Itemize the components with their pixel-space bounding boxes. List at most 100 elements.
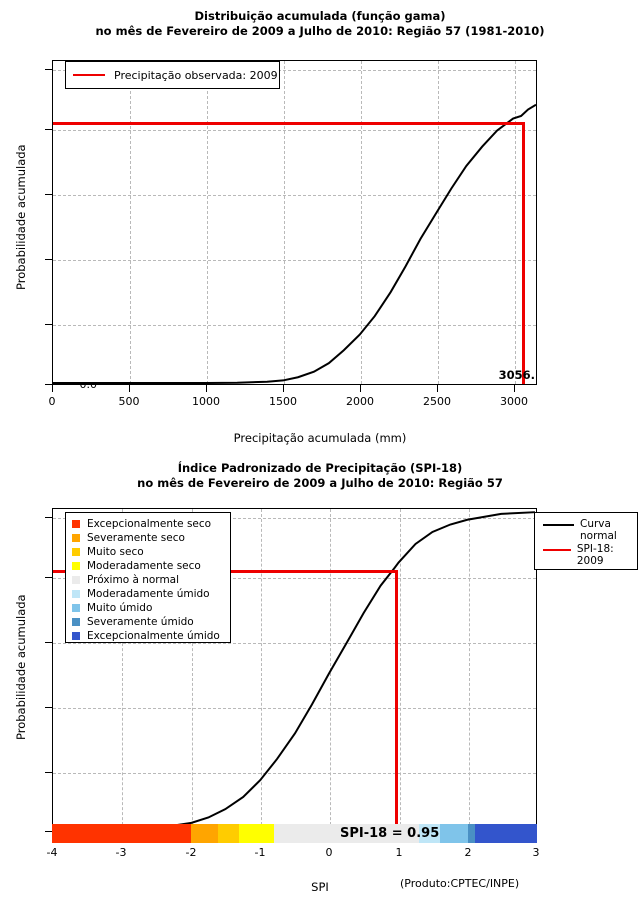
legend-entry-spi-2009: SPI-18: 2009 — [540, 543, 637, 567]
panel1-xtickmark — [52, 385, 53, 392]
band-proximo-a-normal — [273, 824, 420, 843]
panel1-xtickmark — [206, 385, 207, 392]
gridline-horizontal — [53, 578, 536, 579]
gridline-horizontal — [53, 708, 536, 709]
panel2-xtick-2: 2 — [464, 846, 472, 859]
panel2-title: Índice Padronizado de Precipitação (SPI-… — [0, 450, 640, 491]
panel1-xtick-1000: 1000 — [192, 395, 220, 408]
legend-item-muito-umido: Muito úmido — [72, 601, 230, 615]
band-excepcionalmente-umido — [474, 824, 537, 843]
color-swatch-icon — [72, 604, 80, 612]
gridline-horizontal — [53, 130, 536, 131]
color-swatch-icon — [72, 590, 80, 598]
panel2-xtick--3: -3 — [115, 846, 127, 859]
gridline-horizontal — [53, 518, 536, 519]
panel1-observed-hline — [53, 122, 524, 125]
gamma-cdf-curve — [53, 103, 536, 384]
band-severamente-umido — [467, 824, 475, 843]
legend-item-excepcionalmente-umido: Excepcionalmente úmido — [72, 629, 230, 643]
color-swatch-icon — [72, 520, 80, 528]
legend-label-line2: normal — [580, 530, 617, 542]
panel2-title-line2: no mês de Fevereiro de 2009 a Julho de 2… — [137, 476, 503, 490]
panel1-ytickmark — [45, 129, 52, 130]
legend-entry-observed: Precipitação observada: 2009 — [66, 62, 279, 88]
gridline-vertical — [122, 509, 123, 835]
band-moderadamente-seco — [239, 824, 274, 843]
legend-label: Precipitação observada: 2009 — [114, 68, 278, 82]
gridline-vertical — [361, 61, 362, 384]
panel2-xtick--2: -2 — [185, 846, 197, 859]
red-line-icon — [73, 74, 105, 76]
legend-label: Severamente úmido — [87, 616, 194, 628]
panel1-observed-value-label: 3056. — [498, 368, 535, 382]
panel1-ytickmark — [45, 259, 52, 260]
legend-label-line1: Curva — [580, 518, 611, 530]
color-swatch-icon — [72, 576, 80, 584]
panel2-y-axis-title: Probabilidade acumulada — [14, 594, 28, 740]
gridline-vertical — [469, 509, 470, 835]
legend-item-moderadamente-umido: Moderadamente úmido — [72, 587, 230, 601]
panel2-xtick-1: 1 — [395, 846, 403, 859]
panel1-plot-area: 3056. — [52, 60, 537, 385]
panel1-xtickmark — [283, 385, 284, 392]
gridline-vertical — [192, 509, 193, 835]
panel2-xtick-0: 0 — [325, 846, 333, 859]
color-swatch-icon — [72, 534, 80, 542]
panel2-ytickmark — [45, 642, 52, 643]
band-excepcionalmente-seco — [52, 824, 191, 843]
legend-item-muito-seco: Muito seco — [72, 545, 230, 559]
band-moderadamente-umido — [419, 824, 440, 843]
panel1-ytickmark — [45, 324, 52, 325]
panel1-x-axis-title: Precipitação acumulada (mm) — [233, 431, 407, 445]
legend-entry-curva-normal: Curva normal — [540, 518, 637, 542]
color-swatch-icon — [72, 562, 80, 570]
color-swatch-icon — [72, 618, 80, 626]
gridline-vertical — [284, 61, 285, 384]
legend-label: Excepcionalmente úmido — [87, 630, 220, 642]
gamma-cdf-chart-panel: Distribuição acumulada (função gama) no … — [0, 0, 640, 445]
color-swatch-icon — [72, 548, 80, 556]
gridline-vertical — [207, 61, 208, 384]
panel1-title: Distribuição acumulada (função gama) no … — [0, 0, 640, 39]
panel2-x-axis-title: SPI — [311, 880, 329, 894]
panel1-xtickmark — [514, 385, 515, 392]
panel1-xtick-2500: 2500 — [423, 395, 451, 408]
panel1-xtick-1500: 1500 — [269, 395, 297, 408]
legend-item-severamente-seco: Severamente seco — [72, 531, 230, 545]
black-line-icon — [543, 524, 574, 526]
spi-value-label: SPI-18 = 0.95 — [340, 826, 440, 841]
normal-cdf-curve — [53, 511, 536, 832]
panel1-title-line1: Distribuição acumulada (função gama) — [194, 9, 446, 23]
panel1-xtickmark — [129, 385, 130, 392]
panel1-observed-vline — [522, 122, 525, 384]
panel1-xtick-3000: 3000 — [500, 395, 528, 408]
gridline-horizontal — [53, 70, 536, 71]
legend-label: Moderadamente seco — [87, 560, 201, 572]
panel1-xtickmark — [437, 385, 438, 392]
gridline-horizontal — [53, 773, 536, 774]
legend-item-proximo-a-normal: Próximo à normal — [72, 573, 230, 587]
gridline-vertical — [400, 509, 401, 835]
legend-label: Excepcionalmente seco — [87, 518, 212, 530]
color-swatch-icon — [72, 632, 80, 640]
legend-item-excepcionalmente-seco: Excepcionalmente seco — [72, 517, 230, 531]
panel2-ytickmark — [45, 577, 52, 578]
band-muito-umido — [439, 824, 468, 843]
panel1-ytickmark — [45, 194, 52, 195]
gridline-vertical — [438, 61, 439, 384]
spi-normal-cdf-chart-panel: Índice Padronizado de Precipitação (SPI-… — [0, 450, 640, 900]
panel1-ytickmark — [45, 384, 52, 385]
panel1-xtick-0: 0 — [48, 395, 56, 408]
panel1-xtickmark — [360, 385, 361, 392]
panel2-title-line1: Índice Padronizado de Precipitação (SPI-… — [177, 461, 463, 475]
panel1-title-line2: no mês de Fevereiro de 2009 a Julho de 2… — [95, 24, 545, 38]
panel1-xtick-500: 500 — [118, 395, 140, 408]
panel2-xtick--1: -1 — [254, 846, 266, 859]
gridline-horizontal — [53, 260, 536, 261]
gridline-horizontal — [53, 325, 536, 326]
panel1-xtick-2000: 2000 — [346, 395, 374, 408]
gridline-vertical — [130, 61, 131, 384]
gridline-horizontal — [53, 643, 536, 644]
panel1-legend: Precipitação observada: 2009 — [65, 61, 280, 89]
panel2-ytickmark — [45, 707, 52, 708]
